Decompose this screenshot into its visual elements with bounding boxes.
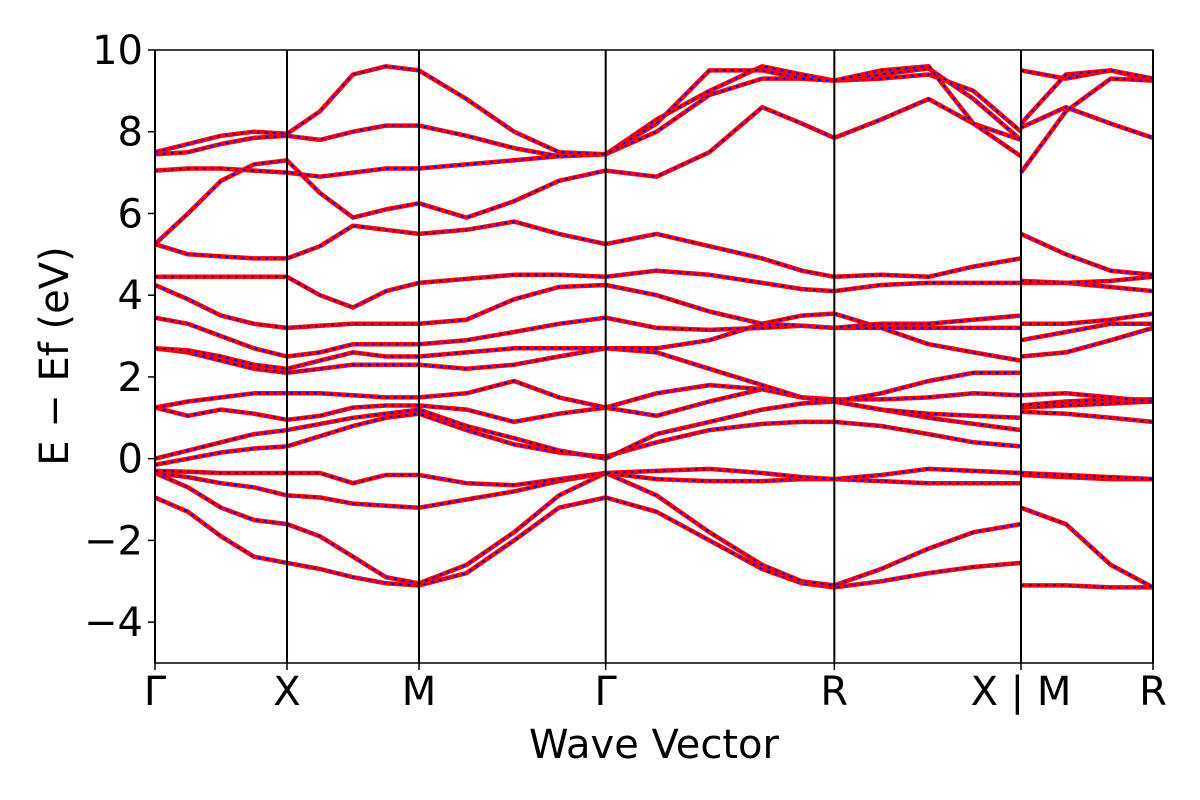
band-line-dashed — [155, 400, 1153, 460]
band-line — [155, 495, 1153, 590]
x-tick-label: M — [402, 669, 437, 715]
band-line-dashed — [155, 312, 1153, 370]
y-axis-label: E − Ef (eV) — [32, 246, 78, 465]
x-tick-label: R — [820, 669, 848, 715]
band-line — [155, 399, 1153, 461]
y-tick-label: 4 — [118, 273, 143, 319]
band-line — [155, 268, 1153, 310]
y-tick-label: 2 — [118, 355, 143, 401]
y-tick-label: 8 — [118, 110, 143, 156]
band-line — [155, 378, 1153, 410]
y-tick-label: 10 — [92, 28, 143, 74]
band-line — [155, 311, 1153, 372]
band-line-dashed — [155, 388, 1153, 423]
y-tick-label: 6 — [118, 191, 143, 237]
y-tick-label: −4 — [84, 600, 143, 646]
x-tick-label: R — [1139, 669, 1167, 715]
band-line-dashed — [155, 471, 1153, 589]
band-line-dashed — [155, 97, 1153, 245]
band-line — [155, 64, 1153, 159]
band-line-dashed — [155, 410, 1153, 466]
y-tick-label: 0 — [118, 437, 143, 483]
x-tick-label: X — [273, 669, 300, 715]
x-axis-label: Wave Vector — [529, 722, 780, 768]
band-line-dashed — [155, 326, 1153, 403]
band-line-dashed — [155, 281, 1153, 329]
y-tick-label: −2 — [84, 518, 143, 564]
plot-area — [155, 64, 1153, 590]
band-line-dashed — [155, 220, 1153, 278]
band-line-dashed — [155, 467, 1153, 487]
band-line-dashed — [155, 269, 1153, 309]
x-tick-label: Γ — [144, 669, 167, 715]
band-line-dashed — [155, 496, 1153, 589]
band-line — [155, 470, 1153, 590]
band-line-dashed — [155, 471, 1153, 509]
band-line — [155, 280, 1153, 331]
x-tick-label: Γ — [595, 669, 618, 715]
band-line-dashed — [155, 65, 1153, 158]
band-line-dashed — [155, 73, 1153, 178]
band-line — [155, 219, 1153, 280]
x-tick-label: X | M — [971, 669, 1072, 715]
